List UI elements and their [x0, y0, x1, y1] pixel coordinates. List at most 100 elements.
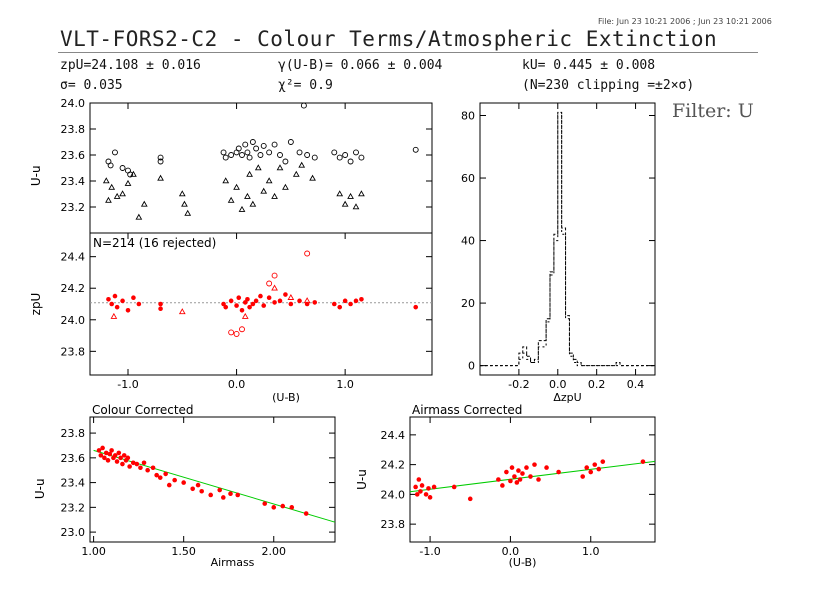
- panel-zp-scatter: 23.8 24.0 24.2 24.4 -1.0 0.0 1.0 N=214 (16 reje…: [29, 232, 433, 404]
- colour-point: [303, 511, 309, 516]
- raw-ytick-label: 23.2: [61, 201, 86, 214]
- airmass-point: [517, 477, 523, 482]
- hist-series-all: [480, 111, 655, 367]
- zp-point: [342, 298, 348, 304]
- colour-title: Colour Corrected: [92, 403, 194, 417]
- raw-point-triangle: [265, 177, 273, 184]
- airmass-point: [467, 496, 473, 502]
- colour-point: [208, 492, 213, 498]
- zp-point: [158, 306, 163, 312]
- colour-point: [141, 460, 147, 466]
- raw-point-triangle: [102, 177, 110, 184]
- colour-point: [289, 505, 295, 510]
- colour-point: [172, 477, 177, 483]
- zp-ylabel: zpU: [29, 293, 43, 316]
- colour-point: [105, 458, 111, 463]
- zp-xtick-label: 0.0: [228, 378, 246, 391]
- zp-point: [359, 296, 364, 302]
- zp-point-triangle: [110, 312, 118, 319]
- raw-point-circle: [342, 152, 349, 158]
- zp-point: [247, 304, 252, 310]
- colour-ytick-label: 23.6: [61, 452, 86, 465]
- colour-ylabel: U-u: [33, 478, 47, 499]
- zp-xtick-label: 1.0: [336, 378, 354, 391]
- raw-point-circle: [249, 139, 256, 145]
- airmass-ytick-label: 24.0: [381, 488, 406, 501]
- panel-airmass-corrected: 23.8 24.0 24.2 24.4 -1.0 0.0 1.0 Airmass Correc…: [355, 403, 656, 569]
- raw-point-circle: [347, 158, 354, 165]
- airmass-point: [520, 471, 525, 476]
- raw-point-circle: [107, 162, 114, 169]
- raw-point-circle: [112, 149, 118, 156]
- raw-point-triangle: [249, 200, 257, 207]
- colour-point: [271, 505, 277, 510]
- raw-point-circle: [353, 149, 359, 156]
- raw-point-triangle: [135, 213, 143, 220]
- airmass-xlabel: (U-B): [509, 556, 537, 569]
- zp-point: [261, 303, 267, 308]
- raw-point-triangle: [178, 190, 186, 197]
- zp-point-triangle: [271, 284, 278, 291]
- hist-frame: [479, 102, 656, 376]
- raw-point-triangle: [105, 196, 112, 203]
- airmass-xtick-label: 0.0: [502, 545, 520, 558]
- raw-point-circle: [331, 149, 338, 156]
- raw-point-triangle: [358, 190, 365, 197]
- colour-ytick-label: 23.4: [61, 477, 86, 490]
- sigma-stat: σ= 0.035: [60, 78, 123, 93]
- colour-xtick-label: 1.00: [81, 545, 106, 558]
- zp-ytick-label: 23.8: [61, 345, 86, 358]
- zp-xtick-label: -1.0: [117, 378, 138, 391]
- raw-point-circle: [412, 146, 419, 153]
- raw-point-triangle: [181, 200, 188, 207]
- airmass-point: [419, 483, 425, 488]
- colour-point: [121, 453, 127, 458]
- raw-point-triangle: [119, 190, 126, 197]
- colour-point: [181, 480, 186, 485]
- airmass-point: [588, 469, 594, 475]
- colour-point: [190, 486, 195, 492]
- raw-point-circle: [257, 152, 264, 158]
- airmass-point: [580, 474, 586, 479]
- airmass-title: Airmass Corrected: [412, 403, 522, 417]
- colour-point: [118, 455, 123, 461]
- airmass-point: [532, 462, 537, 467]
- raw-point-triangle: [260, 187, 268, 194]
- zp-point: [114, 304, 120, 310]
- zp-point: [331, 301, 337, 307]
- zp-point: [223, 304, 229, 310]
- colour-point: [217, 487, 223, 493]
- colour-xlabel: Airmass: [211, 556, 255, 569]
- colour-point: [262, 501, 268, 506]
- zp-point: [348, 301, 353, 307]
- raw-point-circle: [336, 154, 343, 161]
- airmass-point: [431, 484, 437, 490]
- raw-point-circle: [311, 154, 318, 161]
- airmass-point: [556, 469, 561, 475]
- raw-point-triangle: [244, 192, 251, 199]
- colour-point: [235, 492, 241, 498]
- hist-xlabel: ΔzpU: [553, 391, 581, 404]
- zp-ytick-label: 24.4: [61, 251, 86, 264]
- raw-point-circle: [266, 149, 273, 156]
- zp-point: [228, 298, 234, 304]
- zp-point-triangle: [241, 312, 249, 319]
- zp-point: [112, 293, 118, 299]
- zp-point-triangle: [303, 297, 311, 304]
- airmass-point: [427, 495, 433, 500]
- colour-point: [166, 482, 172, 488]
- zp-point-circle: [304, 250, 311, 257]
- zp-point: [288, 301, 294, 307]
- raw-point-triangle: [254, 164, 262, 171]
- colour-point: [109, 448, 114, 453]
- raw-ytick-label: 23.4: [61, 175, 86, 188]
- airmass-point: [536, 477, 541, 482]
- raw-point-triangle: [124, 179, 132, 186]
- colour-point: [112, 453, 118, 458]
- hist-ytick-label: 40: [461, 235, 475, 248]
- airmass-point: [512, 474, 517, 479]
- gamma-stat: γ(U-B)= 0.066 ± 0.004: [278, 58, 443, 73]
- zp-point: [353, 298, 359, 304]
- airmass-point: [640, 459, 646, 464]
- colour-point: [125, 455, 131, 461]
